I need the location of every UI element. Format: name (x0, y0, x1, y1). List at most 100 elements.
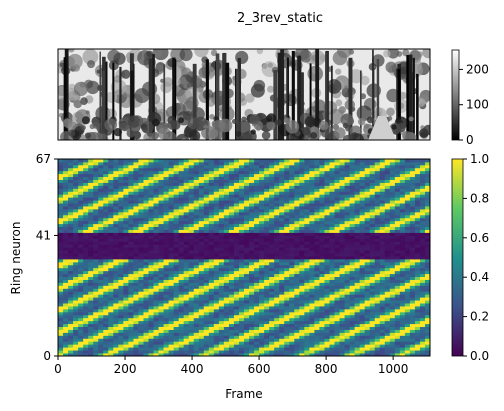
heatmap-cell (133, 203, 139, 207)
heatmap-cell (384, 308, 391, 313)
heatmap-cell (83, 279, 89, 283)
heatmap-cell (279, 235, 285, 239)
heatmap-cell (68, 303, 74, 307)
heatmap-cell (284, 238, 290, 242)
heatmap-cell (108, 229, 114, 233)
heatmap-cell (98, 258, 104, 263)
heatmap-cell (58, 250, 64, 254)
heatmap-cell (364, 211, 371, 216)
heatmap-cell (419, 326, 426, 330)
heatmap-cell (108, 282, 114, 286)
heatmap-cell (284, 241, 290, 245)
heatmap-cell (113, 226, 119, 230)
heatmap-cell (359, 279, 366, 283)
heatmap-cell (284, 220, 290, 225)
heatmap-cell (163, 294, 169, 298)
heatmap-cell (274, 261, 280, 266)
heatmap-cell (274, 220, 280, 225)
heatmap-cell (123, 214, 129, 219)
heatmap-cell (233, 244, 240, 248)
heatmap-cell (113, 344, 119, 348)
heatmap-cell (143, 258, 149, 263)
heatmap-cell (203, 247, 210, 251)
heatmap-cell (233, 317, 240, 322)
heatmap-cell (133, 176, 139, 180)
heatmap-cell (148, 258, 154, 263)
heatmap-cell (259, 223, 265, 228)
heatmap-cell (384, 338, 391, 342)
heatmap-cell (68, 247, 74, 251)
heatmap-cell (349, 208, 355, 213)
heatmap-cell (233, 279, 240, 283)
heatmap-cell (133, 276, 139, 280)
heatmap-cell (414, 253, 421, 257)
heatmap-cell (238, 256, 245, 260)
heatmap-cell (404, 320, 411, 325)
heatmap-cell (379, 308, 386, 313)
heatmap-cell (233, 191, 240, 195)
heatmap-cell (73, 261, 79, 266)
heatmap-cell (168, 294, 175, 298)
heatmap-cell (294, 214, 300, 219)
heatmap-cell (389, 256, 396, 260)
heatmap-cell (284, 297, 290, 301)
heatmap-cell (379, 194, 386, 198)
heatmap-cell (339, 350, 345, 354)
heatmap-cell (319, 347, 325, 351)
heatmap-cell (384, 341, 391, 345)
heatmap-cell (274, 267, 280, 272)
heatmap-cell (339, 247, 345, 251)
heatmap-cell (299, 314, 305, 319)
heatmap-cell (228, 258, 235, 263)
heatmap-cell (148, 247, 154, 251)
heatmap-cell (93, 194, 99, 198)
heatmap-cell (249, 267, 255, 272)
heatmap-cell (309, 288, 315, 292)
heatmap-cell (223, 203, 230, 207)
heatmap-cell (354, 241, 361, 245)
heatmap-cells (58, 159, 430, 356)
heatmap-cell (289, 317, 295, 322)
heatmap-cell (178, 267, 185, 272)
heatmap-cell (58, 244, 64, 248)
heatmap-cell (289, 338, 295, 342)
heatmap-cell (78, 341, 84, 345)
heatmap-cell (238, 353, 245, 356)
heatmap-cell (153, 344, 159, 348)
heatmap-cell (399, 191, 406, 195)
heatmap-cell (249, 288, 255, 292)
heatmap-cell (123, 264, 129, 269)
heatmap-cell (123, 314, 129, 319)
heatmap-cell (329, 256, 335, 260)
heatmap-cell (218, 300, 225, 304)
heatmap-cell (203, 188, 210, 192)
heatmap-cell (404, 188, 411, 192)
heatmap-cell (334, 335, 340, 339)
heatmap-cell (198, 226, 205, 230)
heatmap-cell (83, 176, 89, 180)
heatmap-cell (153, 217, 159, 222)
heatmap-cell (108, 188, 114, 192)
heatmap-cell (299, 247, 305, 251)
heatmap-cell (314, 314, 320, 319)
heatmap-cell (93, 288, 99, 292)
heatmap-cell (88, 206, 94, 210)
heatmap-cell (213, 347, 220, 351)
heatmap-cell (208, 182, 215, 186)
heatmap-cell (178, 220, 185, 225)
heatmap-cell (133, 256, 139, 260)
heatmap-cell (218, 326, 225, 330)
heatmap-cell (294, 191, 300, 195)
heatmap-cell (289, 203, 295, 207)
heatmap-cell (374, 208, 381, 213)
heatmap-cell (103, 311, 109, 316)
heatmap-cell (93, 226, 99, 230)
heatmap-cell (409, 206, 416, 210)
heatmap-cell (168, 308, 175, 313)
heatmap-cell (63, 256, 69, 260)
foliage-blob (326, 79, 342, 94)
heatmap-cell (259, 217, 265, 222)
heatmap-cell (374, 308, 381, 313)
heatmap-cell (369, 317, 376, 322)
heatmap-cell (269, 217, 275, 222)
